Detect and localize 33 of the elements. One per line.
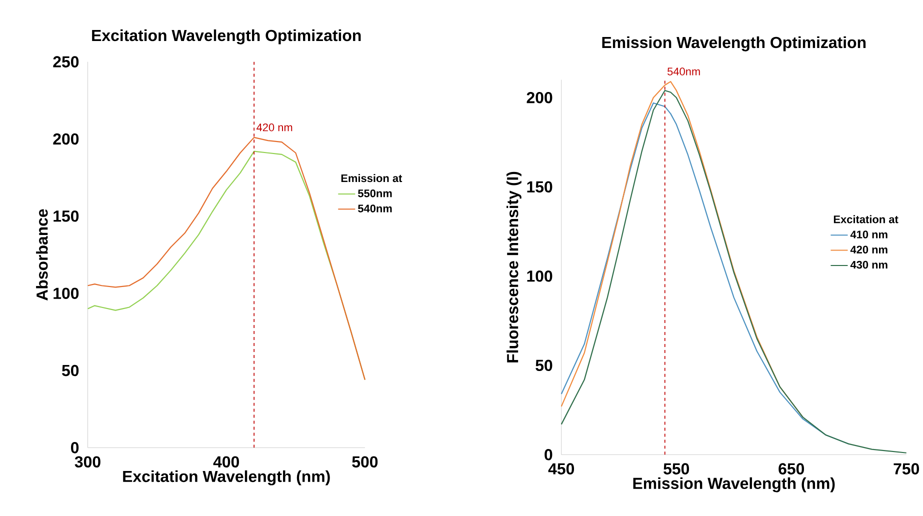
legend-label: 420 nm [850, 246, 888, 254]
x-tick-label: 300 [74, 456, 100, 468]
y-tick-label: 100 [527, 270, 552, 282]
y-axis-title: Fluorescence Intensity (I) [506, 172, 522, 362]
x-tick-label: 400 [213, 456, 239, 468]
ref-line-label: 540nm [668, 67, 700, 76]
x-tick-label: 450 [548, 462, 574, 474]
y-tick-label: 50 [536, 360, 552, 371]
y-tick-label: 200 [526, 92, 552, 104]
y-tick-label: 150 [527, 181, 552, 192]
y-tick-label: 250 [53, 56, 79, 68]
legend-label: 430 nm [850, 260, 888, 268]
chart-title: Emission Wavelength Optimization [602, 36, 866, 52]
legend-label: 410 nm [850, 230, 888, 238]
legend-title: Emission at [341, 174, 402, 182]
x-axis-title: Excitation Wavelength (nm) [123, 470, 330, 486]
y-axis-title: Absorbance [36, 208, 48, 300]
y-tick-label: 150 [54, 210, 79, 222]
y-tick-label: 100 [54, 287, 79, 299]
x-tick-label: 550 [664, 462, 690, 474]
ref-line-label: 420 nm [256, 123, 292, 132]
y-tick-label: 0 [71, 442, 79, 454]
legend-label: 540nm [358, 204, 392, 212]
x-tick-label: 500 [352, 456, 378, 468]
x-axis-title: Emission Wavelength (nm) [633, 477, 835, 492]
y-tick-label: 0 [544, 448, 552, 460]
y-tick-label: 50 [62, 364, 79, 376]
legend-title: Excitation at [834, 214, 898, 223]
x-tick-label: 650 [778, 462, 804, 474]
legend-label: 550nm [358, 189, 392, 198]
x-tick-label: 750 [894, 462, 920, 474]
y-tick-label: 200 [53, 133, 79, 144]
chart-title: Excitation Wavelength Optimization [92, 29, 361, 44]
